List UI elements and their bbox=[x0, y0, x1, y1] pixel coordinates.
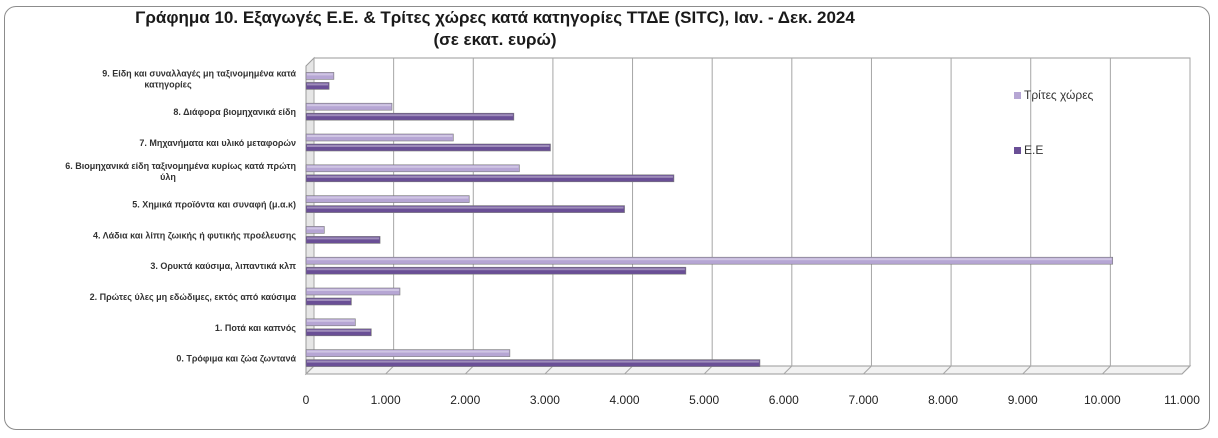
bar-highlight bbox=[307, 104, 392, 107]
bar-eu bbox=[305, 205, 625, 213]
legend-swatch-eu bbox=[1014, 146, 1021, 154]
category-label: 8. Διάφορα βιομηχανικά είδη bbox=[173, 107, 296, 117]
bar-highlight bbox=[307, 114, 513, 117]
legend-item-third-countries: Τρίτες χώρες bbox=[1014, 88, 1093, 102]
bar-highlight bbox=[307, 268, 685, 271]
gridline bbox=[1102, 58, 1111, 375]
bar-third-countries bbox=[305, 195, 470, 203]
bar-third-countries bbox=[305, 102, 393, 111]
legend-label-eu: Ε.Ε bbox=[1024, 143, 1044, 157]
gridline bbox=[863, 58, 872, 375]
x-tick-label: 9.000 bbox=[1008, 393, 1038, 407]
bar-highlight bbox=[307, 299, 351, 301]
bar-highlight bbox=[307, 227, 324, 230]
gridline bbox=[1022, 58, 1032, 375]
bar-third-countries bbox=[305, 256, 1114, 265]
x-tick-label: 6.000 bbox=[769, 393, 799, 407]
bar-third-countries bbox=[305, 226, 325, 234]
category-label: ύλη bbox=[160, 172, 176, 182]
bar-highlight bbox=[307, 258, 1112, 261]
legend-swatch-third-countries bbox=[1014, 91, 1021, 99]
bar-highlight bbox=[307, 319, 355, 322]
category-label: κατηγορίες bbox=[144, 79, 192, 89]
bar-highlight bbox=[307, 289, 399, 291]
gridline bbox=[703, 58, 713, 375]
bar-eu bbox=[305, 328, 372, 337]
category-label: 1. Ποτά και καπνός bbox=[215, 323, 296, 333]
x-tick-label: 0 bbox=[303, 393, 310, 407]
bar-highlight bbox=[307, 145, 550, 147]
gridline bbox=[783, 58, 793, 375]
category-label: 5. Χημικά προϊόντα και συναφή (μ.α.κ) bbox=[132, 200, 296, 210]
x-tick-label: 11.000 bbox=[1164, 393, 1200, 407]
bar-eu bbox=[305, 143, 551, 152]
x-tick-label: 3.000 bbox=[530, 393, 560, 407]
x-tick-label: 5.000 bbox=[689, 393, 719, 407]
bar-highlight bbox=[307, 360, 759, 363]
bar-third-countries bbox=[305, 287, 401, 296]
x-tick-label: 4.000 bbox=[610, 393, 640, 407]
bar-eu bbox=[305, 174, 675, 183]
bar-eu bbox=[305, 297, 352, 306]
bar-highlight bbox=[307, 73, 333, 76]
category-label: 6. Βιομηχανικά είδη ταξινομημένα κυρίως … bbox=[65, 161, 296, 171]
gridline bbox=[942, 58, 952, 375]
bar-third-countries bbox=[305, 318, 356, 327]
category-label: 9. Είδη και συναλλαγές μη ταξινομημένα κ… bbox=[102, 68, 296, 78]
gridline bbox=[544, 58, 554, 375]
chart-title: Γράφημα 10. Εξαγωγές Ε.Ε. & Τρίτες χώρες… bbox=[135, 8, 855, 27]
bar-third-countries bbox=[305, 133, 454, 142]
bar-highlight bbox=[307, 350, 509, 353]
bar-highlight bbox=[307, 196, 469, 199]
x-tick-label: 7.000 bbox=[848, 393, 878, 407]
category-label: 7. Μηχανήματα και υλικό μεταφορών bbox=[139, 138, 296, 148]
gridline bbox=[624, 58, 634, 375]
gridline bbox=[464, 58, 474, 375]
bar-highlight bbox=[307, 175, 673, 178]
bar-eu bbox=[305, 82, 330, 90]
bar-highlight bbox=[307, 206, 624, 209]
bar-eu bbox=[305, 266, 687, 275]
bar-highlight bbox=[307, 83, 329, 86]
bar-eu bbox=[305, 359, 761, 367]
x-tick-label: 8.000 bbox=[928, 393, 958, 407]
x-tick-label: 10.000 bbox=[1084, 393, 1121, 407]
category-label: 3. Ορυκτά καύσιμα, λιπαντικά κλπ bbox=[150, 261, 296, 271]
bar-highlight bbox=[307, 329, 371, 332]
bar-highlight bbox=[307, 237, 380, 240]
bar-eu bbox=[305, 112, 515, 121]
category-label: 0. Τρόφιμα και ζώα ζωντανά bbox=[176, 354, 296, 364]
bar-third-countries bbox=[305, 164, 520, 173]
legend-label-third-countries: Τρίτες χώρες bbox=[1024, 88, 1094, 102]
bar-third-countries bbox=[305, 349, 511, 357]
plot-floor bbox=[304, 365, 1192, 375]
bar-highlight bbox=[307, 135, 453, 137]
gridline bbox=[1181, 58, 1191, 375]
bar-third-countries bbox=[305, 72, 335, 80]
legend-item-eu: Ε.Ε bbox=[1014, 143, 1043, 157]
x-tick-label: 1.000 bbox=[371, 393, 401, 407]
chart-subtitle: (σε εκατ. ευρώ) bbox=[433, 30, 557, 49]
bar-eu bbox=[305, 236, 381, 244]
bar-highlight bbox=[307, 165, 519, 168]
category-label: 2. Πρώτες ύλες μη εδώδιμες, εκτός από κα… bbox=[90, 292, 297, 302]
category-label: 4. Λάδια και λίπη ζωικής ή φυτικής προέλ… bbox=[93, 230, 296, 240]
x-tick-label: 2.000 bbox=[450, 393, 480, 407]
